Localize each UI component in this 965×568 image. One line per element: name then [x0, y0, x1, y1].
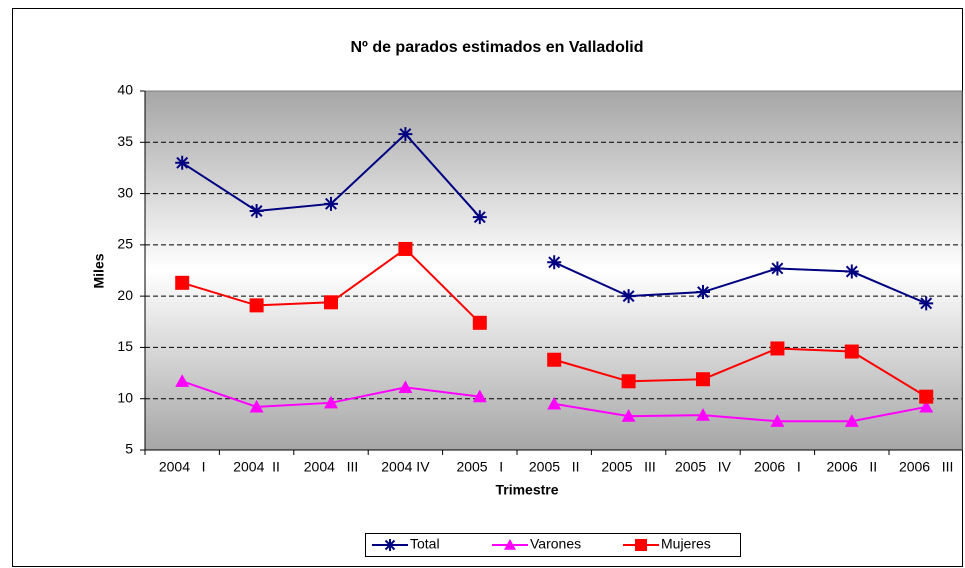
marker-triangle [324, 395, 338, 409]
x-tick-label: 2005 IV [675, 459, 732, 475]
marker-triangle [398, 380, 413, 394]
y-tick-label: 25 [117, 236, 133, 252]
marker-square [696, 372, 710, 387]
marker-triangle [472, 389, 487, 403]
marker-star [324, 196, 338, 211]
x-axis-title: Trimestre [495, 482, 558, 498]
x-tick-label: 2006 I [754, 459, 801, 475]
x-tick-label: 2005 I [456, 459, 503, 475]
marker-star [472, 210, 487, 225]
x-tick-label: 2005 III [601, 459, 655, 475]
marker-star [249, 204, 264, 219]
marker-square [844, 344, 859, 359]
legend-label: Total [410, 536, 440, 552]
marker-star [175, 155, 190, 170]
marker-triangle [844, 414, 859, 427]
marker-square [175, 275, 190, 290]
marker-triangle [696, 408, 710, 421]
y-tick-label: 5 [125, 441, 133, 457]
marker-square [472, 315, 487, 330]
marker-triangle [547, 396, 562, 410]
x-tick-label: 2004 I [159, 459, 206, 475]
marker-star [547, 255, 562, 270]
marker-square [770, 341, 785, 356]
x-tick-label: 2006 II [827, 459, 878, 475]
y-tick-label: 15 [117, 338, 133, 354]
marker-star [770, 261, 785, 276]
y-tick-label: 20 [117, 287, 133, 303]
y-tick-label: 10 [117, 389, 133, 405]
series-line [553, 347, 927, 398]
x-tick-label: 2006 III [899, 459, 953, 475]
x-tick-label: 2004 IV [381, 459, 430, 475]
marker-triangle [504, 539, 516, 550]
marker-square [547, 352, 562, 367]
y-tick-label: 40 [117, 82, 133, 98]
y-tick-label: 30 [117, 184, 133, 200]
marker-square [324, 295, 338, 310]
marker-square [635, 539, 647, 551]
marker-star [696, 285, 710, 300]
marker-triangle [175, 374, 190, 387]
marker-square [398, 241, 413, 256]
marker-triangle [249, 399, 264, 413]
chart-title: Nº de parados estimados en Valladolid [350, 39, 643, 56]
marker-square [621, 374, 636, 389]
marker-star [384, 539, 396, 551]
y-axis-title: Miles [91, 253, 107, 288]
marker-triangle [770, 414, 785, 427]
marker-triangle [621, 409, 636, 422]
marker-square [919, 389, 934, 404]
marker-star [621, 289, 636, 304]
legend-label: Varones [530, 536, 581, 552]
legend-label: Mujeres [661, 536, 711, 552]
x-tick-label: 2004 III [304, 459, 358, 475]
series-line [553, 261, 927, 305]
marker-triangle [919, 399, 934, 413]
x-tick-label: 2005 II [529, 459, 580, 475]
marker-star [398, 127, 413, 142]
y-tick-label: 35 [117, 133, 133, 149]
series-line [554, 402, 927, 423]
x-tick-label: 2004 II [233, 459, 280, 475]
marker-star [844, 264, 859, 279]
marker-star [919, 296, 934, 311]
marker-square [249, 298, 264, 313]
